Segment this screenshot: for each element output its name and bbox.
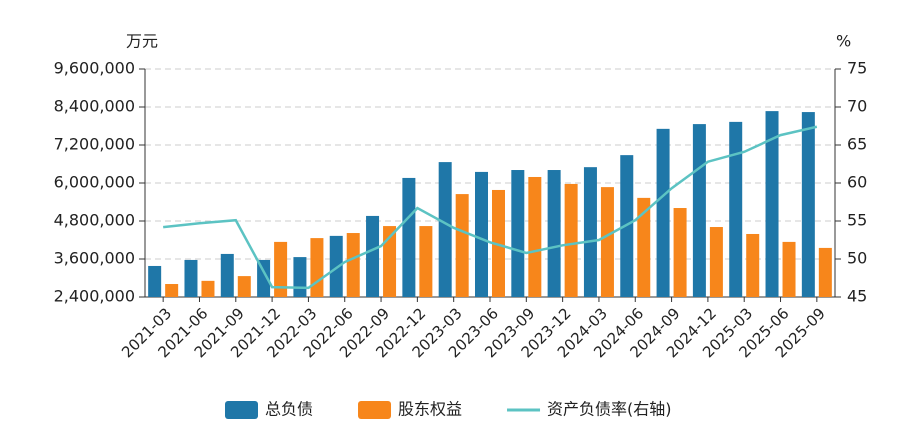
- bar: [709, 227, 723, 297]
- legend-label: 资产负债率(右轴): [547, 400, 672, 419]
- bar: [818, 247, 832, 297]
- legend-swatch: [358, 401, 392, 419]
- bar: [729, 121, 743, 297]
- bar: [511, 170, 525, 297]
- bar: [274, 241, 288, 297]
- y-unit: 万元: [126, 32, 158, 51]
- bar: [475, 171, 488, 297]
- bar: [600, 187, 614, 297]
- bar: [201, 280, 215, 297]
- bar: [455, 194, 469, 297]
- y2-tick-label: 50: [847, 249, 867, 268]
- legend-label: 总负债: [265, 400, 313, 419]
- bar: [782, 241, 796, 297]
- y-tick-label: 8,400,000: [54, 97, 135, 116]
- bar: [692, 124, 706, 297]
- bar: [419, 226, 433, 297]
- bar: [801, 112, 815, 297]
- y2-tick-label: 65: [847, 135, 867, 154]
- y-tick-label: 3,600,000: [54, 249, 135, 268]
- bar: [148, 265, 162, 297]
- bar: [346, 233, 360, 297]
- bar: [402, 177, 416, 297]
- bar: [220, 253, 234, 297]
- bar: [383, 226, 397, 297]
- y2-tick-label: 60: [847, 173, 867, 192]
- bar: [656, 128, 670, 297]
- bar: [257, 259, 271, 297]
- bar: [366, 215, 380, 297]
- y-tick-label: 4,800,000: [54, 211, 135, 230]
- y2-tick-label: 55: [847, 211, 867, 230]
- y-tick-label: 2,400,000: [54, 287, 135, 306]
- bar: [438, 162, 452, 297]
- y2-unit: %: [836, 32, 851, 51]
- y2-tick-label: 45: [847, 287, 867, 306]
- legend-swatch: [225, 401, 258, 419]
- y-tick-label: 9,600,000: [54, 59, 135, 78]
- bar: [528, 176, 542, 297]
- y-tick-label: 6,000,000: [54, 173, 135, 192]
- bar: [547, 170, 561, 297]
- bar: [184, 259, 198, 297]
- bar: [329, 235, 343, 297]
- line: [163, 125, 818, 290]
- bar: [637, 197, 651, 297]
- bar: [673, 208, 687, 297]
- legend-label: 股东权益: [398, 400, 462, 419]
- bar: [293, 257, 307, 297]
- bar: [310, 238, 324, 297]
- bar: [583, 167, 597, 297]
- bar: [237, 276, 251, 297]
- bar: [165, 284, 179, 297]
- bar: [564, 183, 578, 297]
- y-tick-label: 7,200,000: [54, 135, 135, 154]
- bar: [765, 111, 779, 297]
- y2-tick-label: 75: [847, 59, 867, 78]
- y2-tick-label: 70: [847, 97, 867, 116]
- bar: [746, 233, 760, 297]
